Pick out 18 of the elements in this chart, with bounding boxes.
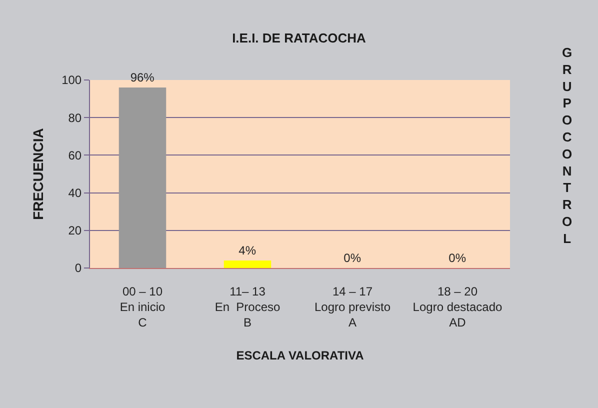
y-tick-label: 80 xyxy=(68,110,82,125)
y-tick-label: 40 xyxy=(68,186,82,200)
data-label: 0% xyxy=(448,251,466,265)
x-tick-label: 14 – 17 Logro previsto A xyxy=(314,284,391,330)
x-axis-title: ESCALA VALORATIVA xyxy=(236,348,364,362)
x-tick-label: 18 – 20 Logro destacado AD xyxy=(412,284,503,330)
data-label: 4% xyxy=(238,243,256,258)
y-tick-label: 0 xyxy=(74,261,82,276)
y-tick-label: 100 xyxy=(62,73,82,88)
y-axis-title: FRECUENCIA xyxy=(30,128,46,220)
x-tick-label: 11– 13 En Proceso B xyxy=(214,284,281,330)
data-label: 0% xyxy=(344,251,362,265)
chart-title: I.E.I. DE RATACOCHA xyxy=(232,30,367,46)
y-tick-label: 60 xyxy=(68,148,82,162)
text: GRUPO CONTROL xyxy=(562,45,572,246)
data-label: 96% xyxy=(130,70,155,85)
y-tick-label: 20 xyxy=(68,224,82,238)
x-tick-label: 00 – 10 En inicio C xyxy=(120,284,166,330)
